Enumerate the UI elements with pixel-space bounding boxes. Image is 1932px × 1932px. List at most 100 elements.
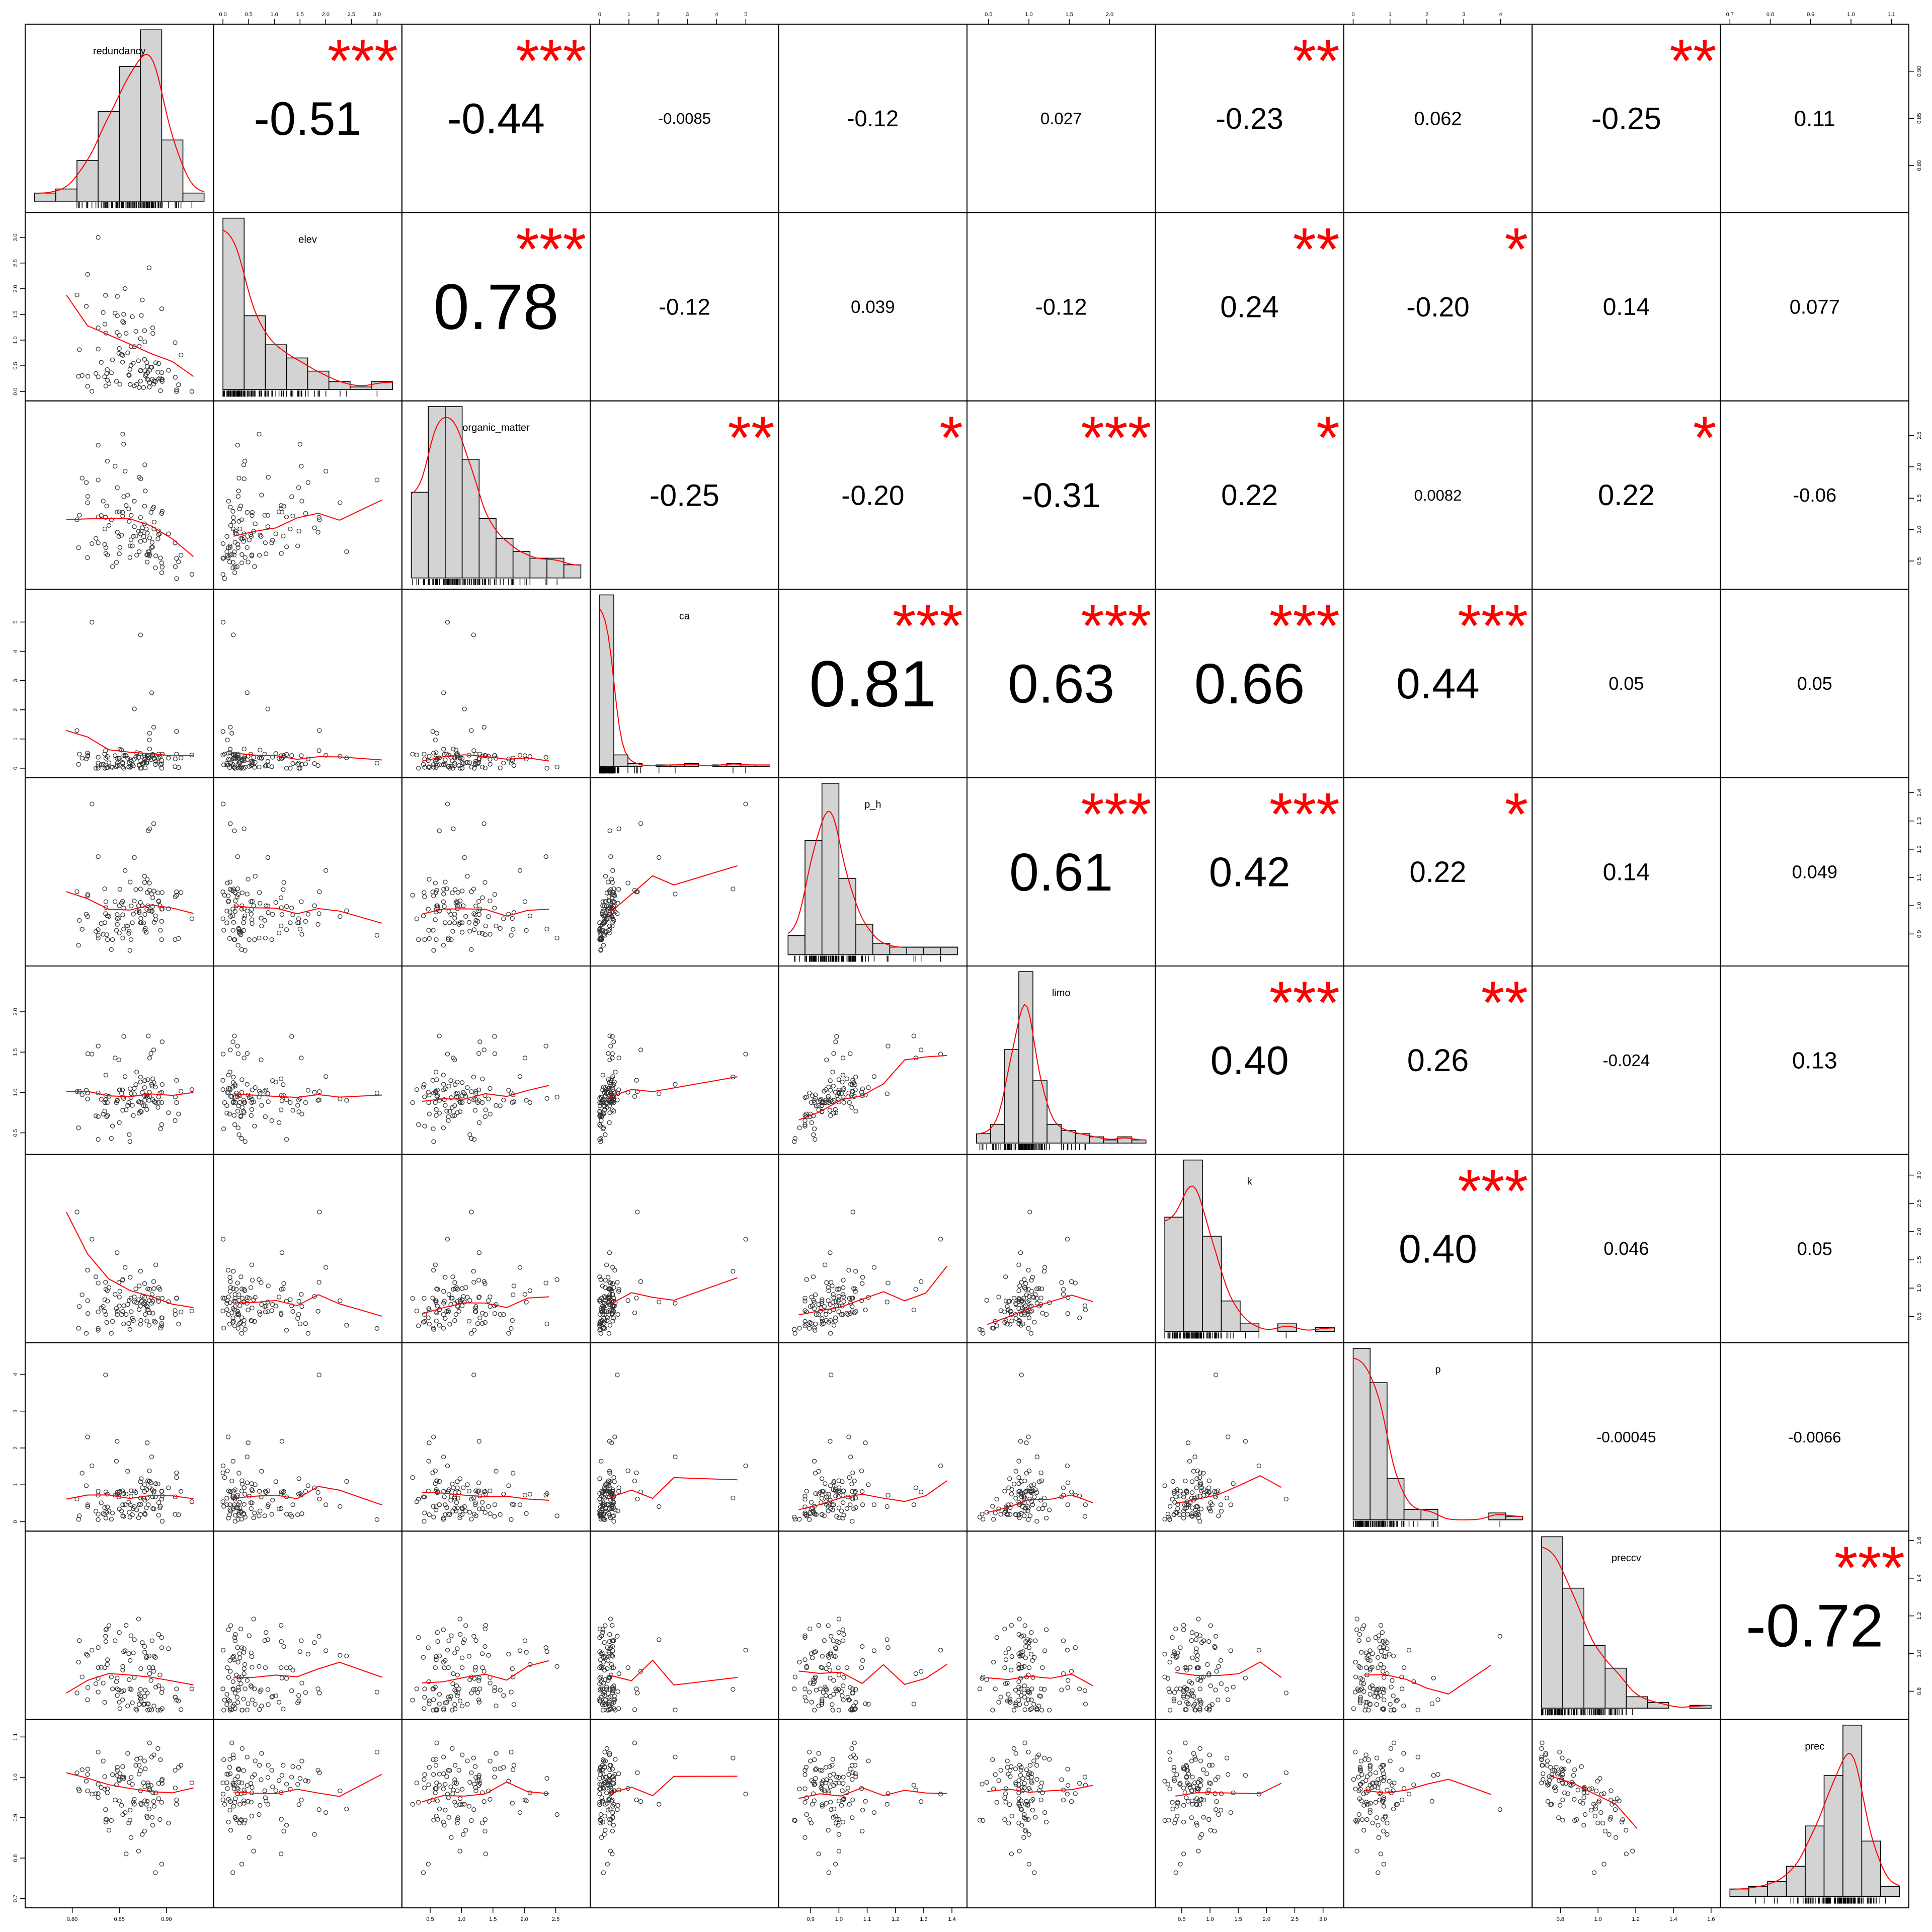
- scatter-point: [159, 1635, 165, 1640]
- scatter-point: [234, 1672, 239, 1677]
- scatter-point: [295, 920, 300, 925]
- scatter-point: [809, 1500, 814, 1505]
- scatter-point: [263, 1309, 268, 1315]
- scatter-point: [414, 1087, 420, 1092]
- scatter-point: [235, 494, 241, 499]
- scatter-point: [457, 1617, 462, 1622]
- scatter-point: [467, 1298, 472, 1303]
- histogram-bar: [599, 594, 614, 767]
- scatter-point: [807, 1517, 812, 1522]
- scatter-point: [144, 1107, 149, 1112]
- scatter-point: [138, 1079, 143, 1085]
- scatter-point: [433, 1481, 438, 1486]
- scatter-point: [501, 1491, 506, 1497]
- histogram-bar: [496, 538, 514, 579]
- scatter-point: [252, 937, 257, 942]
- scatter-point: [820, 1099, 825, 1104]
- scatter-point: [455, 900, 460, 905]
- scatter-point: [1020, 1298, 1025, 1303]
- scatter-point: [840, 1073, 846, 1078]
- scatter-point: [289, 753, 294, 758]
- scatter-point: [102, 1309, 107, 1314]
- scatter-point: [189, 1308, 195, 1314]
- scatter-point: [603, 1623, 608, 1628]
- scatter-point: [836, 1515, 842, 1520]
- scatter-point: [598, 948, 603, 953]
- scatter-point: [860, 1086, 865, 1091]
- scatter-point: [446, 1309, 451, 1315]
- scatter-point: [813, 1292, 818, 1298]
- scatter-point: [84, 1331, 89, 1336]
- scatter-point: [143, 1687, 148, 1693]
- scatter-point: [279, 923, 284, 929]
- scatter-point: [434, 1707, 439, 1712]
- scatter-point: [441, 943, 446, 948]
- scatter-point: [616, 1671, 621, 1676]
- scatter-point: [452, 763, 457, 768]
- scatter-point: [109, 947, 114, 952]
- scatter-point: [816, 1491, 821, 1497]
- scatter-point: [598, 1139, 603, 1144]
- scatter-point: [452, 1687, 457, 1693]
- panel-9-6: [1155, 1719, 1344, 1909]
- scatter-point: [839, 1508, 844, 1513]
- scatter-point: [144, 876, 150, 882]
- scatter-point: [279, 1250, 285, 1255]
- scatter-point: [159, 1122, 165, 1127]
- scatter-point: [911, 1307, 917, 1313]
- scatter-point: [427, 1111, 432, 1116]
- scatter-point: [1003, 1299, 1009, 1304]
- scatter-point: [374, 761, 380, 766]
- scatter-point: [434, 1478, 439, 1484]
- scatter-point: [109, 1136, 114, 1141]
- scatter-point: [174, 893, 179, 898]
- scatter-point: [1206, 1489, 1212, 1494]
- density-line: [1541, 1546, 1711, 1708]
- scatter-point: [96, 1645, 101, 1650]
- scatter-point: [114, 764, 119, 769]
- scatter-point: [231, 1657, 237, 1662]
- scatter-point: [450, 1481, 455, 1487]
- scatter-point: [597, 1299, 602, 1304]
- scatter-point: [455, 890, 460, 895]
- scatter-point: [603, 1505, 608, 1510]
- scatter-point: [132, 898, 137, 904]
- scatter-point: [430, 1296, 435, 1301]
- scatter-point: [238, 929, 244, 934]
- scatter-point: [245, 892, 250, 897]
- scatter-point: [299, 932, 304, 937]
- scatter-point: [120, 432, 125, 437]
- scatter-point: [527, 1492, 533, 1497]
- scatter-point: [473, 1306, 478, 1311]
- scatter-point: [227, 559, 232, 565]
- scatter-point: [472, 1502, 478, 1507]
- scatter-point: [1032, 1494, 1037, 1499]
- scatter-point: [227, 1507, 232, 1512]
- scatter-point: [85, 1298, 90, 1303]
- scatter-point: [148, 757, 153, 762]
- scatter-point: [284, 1097, 289, 1102]
- scatter-point: [279, 1623, 284, 1628]
- scatter-point: [452, 1057, 457, 1063]
- scatter-point: [120, 761, 125, 766]
- scatter-point: [476, 899, 481, 904]
- scatter-point: [296, 1299, 301, 1304]
- scatter-point: [299, 1304, 304, 1309]
- scatter-point: [814, 1687, 819, 1693]
- scatter-point: [431, 1708, 436, 1713]
- scatter-point: [227, 1502, 232, 1507]
- scatter-point: [102, 886, 107, 892]
- scatter-point: [463, 1508, 468, 1513]
- scatter-point: [136, 1307, 142, 1312]
- scatter-point: [96, 1326, 101, 1331]
- smoother-line: [422, 908, 549, 917]
- scatter-point: [823, 1308, 829, 1314]
- scatter-point: [129, 759, 134, 764]
- scatter-point: [242, 746, 247, 752]
- scatter-point: [457, 1512, 463, 1518]
- scatter-point: [236, 765, 241, 770]
- scatter-point: [242, 1299, 247, 1304]
- scatter-point: [509, 1326, 514, 1331]
- scatter-point: [602, 933, 607, 938]
- scatter-point: [488, 1111, 493, 1116]
